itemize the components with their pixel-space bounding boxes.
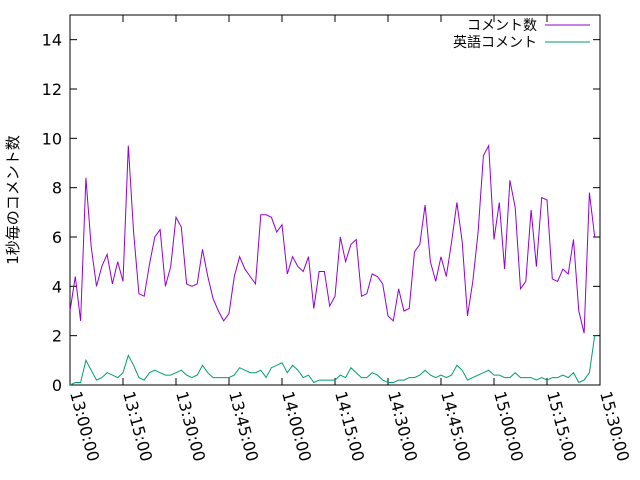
y-tick-label: 14 [42, 31, 62, 50]
y-tick-label: 8 [52, 179, 62, 198]
y-tick-label: 6 [52, 228, 62, 247]
x-tick-label: 15:15:00 [543, 389, 580, 463]
y-tick-label: 10 [42, 129, 62, 148]
x-tick-label: 13:15:00 [119, 389, 156, 463]
x-tick-label: 13:30:00 [172, 389, 209, 463]
plot-frame [69, 14, 601, 386]
legend-label-0: コメント数 [467, 18, 537, 34]
series-layer [69, 143, 596, 386]
x-tick-label: 14:00:00 [278, 389, 315, 463]
x-tick-label: 15:00:00 [490, 389, 527, 463]
y-tick-label: 12 [42, 80, 62, 99]
x-tick-label: 14:30:00 [384, 389, 421, 463]
series-line-1 [69, 335, 596, 386]
y-tick-label: 0 [52, 376, 62, 395]
y-tick-label: 4 [52, 277, 62, 296]
y-tick-label: 2 [52, 327, 62, 346]
x-tick-label: 13:00:00 [66, 389, 103, 463]
x-tick-label: 14:45:00 [437, 389, 474, 463]
x-axis-ticks: 13:00:00 13:15:00 13:30:00 13:45:00 14:00:00… [66, 15, 633, 463]
x-tick-label: 14:15:00 [331, 389, 368, 463]
x-tick-label: 13:45:00 [225, 389, 262, 463]
y-axis-title: 1秒毎のコメント数 [4, 135, 22, 265]
series-line-0 [69, 143, 596, 334]
legend-label-1: 英語コメント [453, 34, 537, 51]
x-tick-label: 15:30:00 [596, 389, 633, 463]
y-axis-ticks: 0 2 4 6 8 10 12 14 [42, 31, 600, 395]
